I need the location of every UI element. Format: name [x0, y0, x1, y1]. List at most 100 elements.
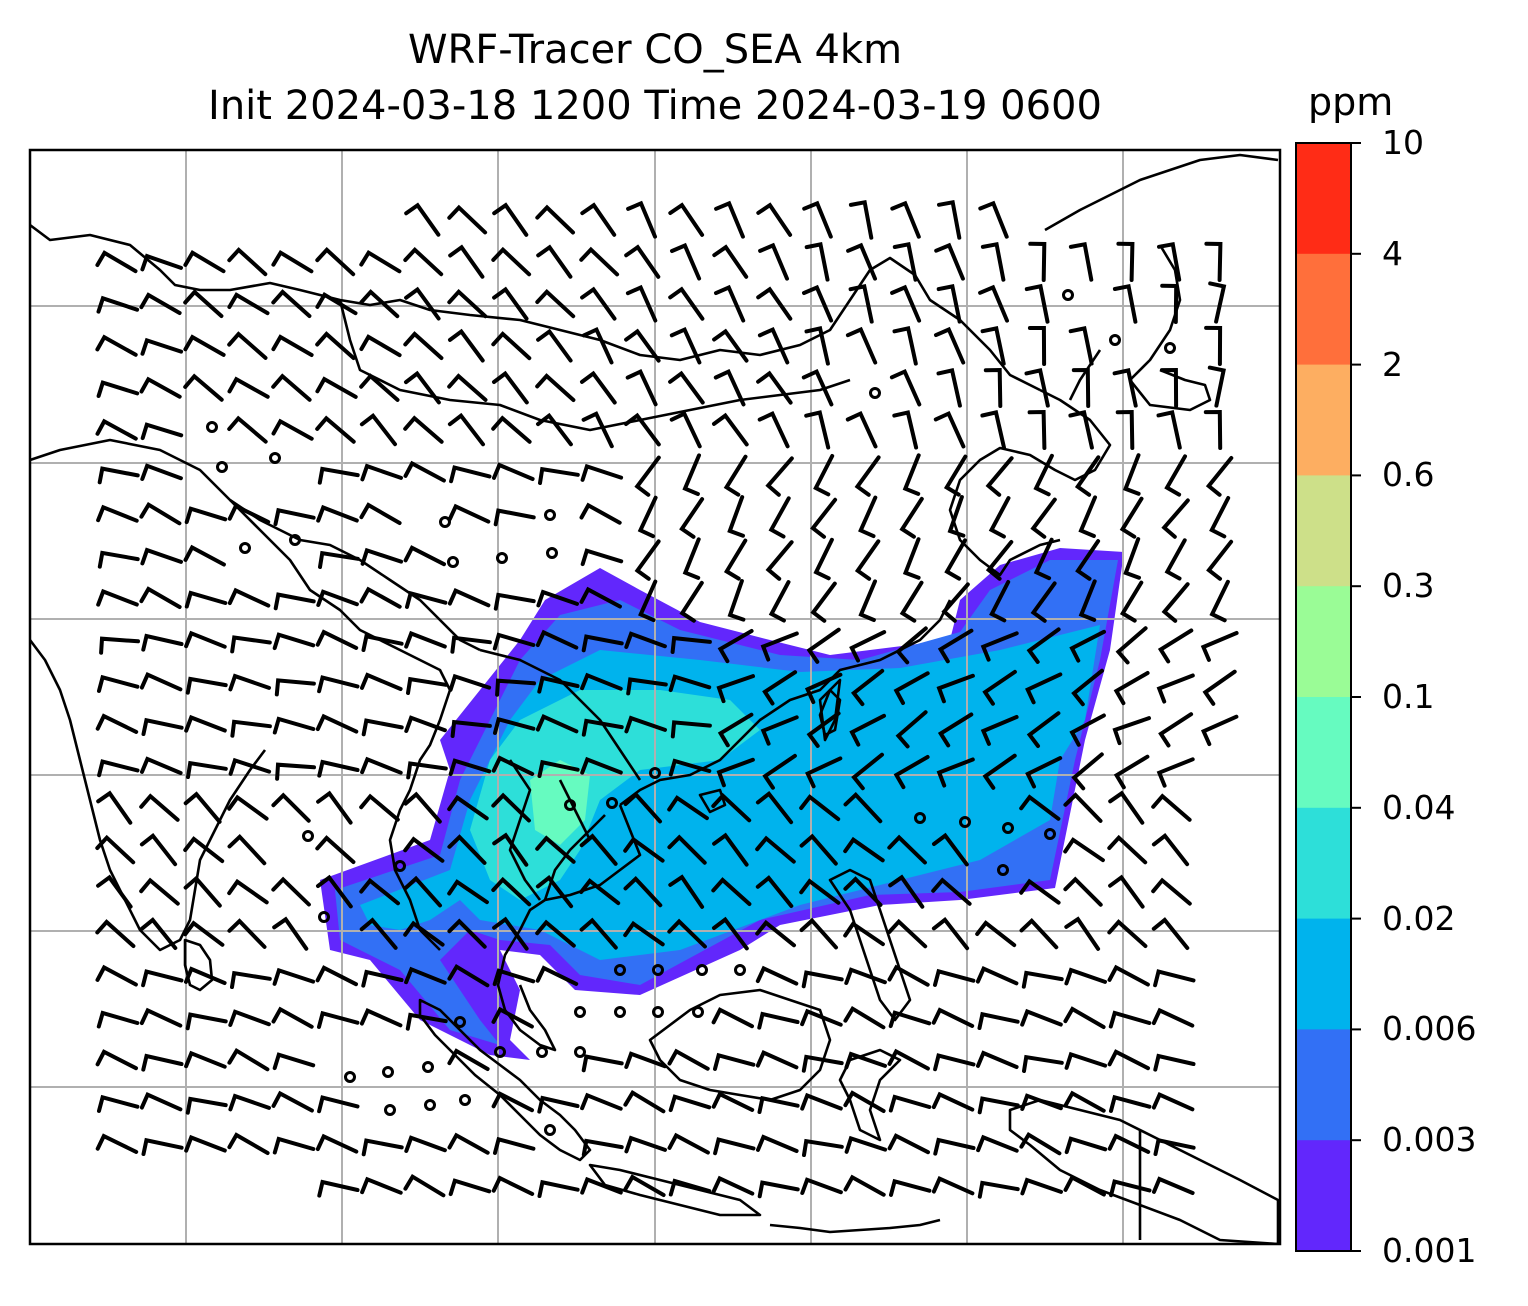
- wind-barb-124: [536, 412, 573, 447]
- wind-barb-101: [580, 370, 617, 405]
- wind-barb-calm-24: [652, 1006, 664, 1018]
- wind-barb-496: [668, 1094, 712, 1113]
- wind-barb-29: [712, 244, 749, 279]
- wind-barb-498: [757, 1095, 800, 1114]
- wind-barb-62: [1024, 283, 1050, 324]
- wind-barb-325: [716, 757, 755, 788]
- border-country-3: [338, 299, 851, 432]
- border-country-1: [229, 498, 481, 652]
- wind-barb-63: [1112, 283, 1138, 324]
- wind-barb-364: [535, 835, 576, 864]
- wind-barb-455: [711, 1007, 754, 1029]
- coastline-asia-north: [30, 223, 1041, 392]
- wind-barb-216: [447, 588, 491, 608]
- wind-barb-288: [184, 714, 227, 733]
- wind-barb-200: [902, 537, 921, 580]
- colorbar-tick-label: 2: [1382, 344, 1403, 384]
- wind-barb-353: [1063, 792, 1103, 823]
- wind-barb-54: [668, 286, 705, 321]
- wind-barb-272: [626, 677, 668, 696]
- wind-barb-82: [804, 326, 830, 366]
- wind-barb-318: [360, 756, 403, 775]
- wind-barb-202: [985, 540, 1014, 581]
- colorbar-tick-label: 0.6: [1382, 455, 1435, 495]
- wind-barb-176: [768, 496, 791, 539]
- wind-barb-316: [275, 762, 316, 781]
- wind-barb-83: [845, 326, 878, 365]
- wind-barb-428: [230, 970, 272, 989]
- wind-barb-537: [537, 1179, 580, 1198]
- wind-barb-530: [1107, 1133, 1151, 1154]
- wind-barb-314: [186, 760, 228, 779]
- wind-barb-303: [849, 713, 886, 747]
- colorbar-segment-10: [1296, 1140, 1351, 1252]
- wind-barb-390: [668, 874, 705, 909]
- wind-barb-520: [667, 1132, 710, 1155]
- wind-barb-299: [670, 720, 712, 739]
- wind-barb-529: [1064, 1136, 1108, 1155]
- wind-barb-215: [405, 590, 448, 609]
- wind-barb-347: [667, 795, 709, 821]
- wind-barb-511: [227, 1132, 270, 1155]
- wind-barb-calm-31: [536, 1046, 548, 1058]
- wind-barb-153: [813, 454, 835, 497]
- wind-barb-184: [1119, 496, 1144, 539]
- wind-barb-74: [448, 328, 485, 363]
- wind-barb-439: [887, 964, 930, 987]
- wind-barb-137: [1115, 409, 1135, 450]
- wind-barb-447: [139, 1007, 183, 1028]
- wind-barb-262: [185, 676, 228, 695]
- wind-barb-541: [711, 1175, 755, 1196]
- wind-barb-196: [723, 538, 748, 581]
- wind-barb-103: [668, 370, 705, 405]
- map-area: [30, 150, 1280, 1244]
- wind-barb-244: [535, 629, 579, 650]
- wind-barb-457: [800, 1008, 843, 1027]
- wind-barb-122: [447, 412, 485, 447]
- wind-barb-463: [1063, 1006, 1106, 1029]
- wind-barb-413: [667, 918, 707, 949]
- wind-barb-324: [668, 758, 712, 777]
- wind-barb-294: [450, 719, 492, 738]
- wind-barb-43: [183, 289, 224, 318]
- wind-barb-309: [1112, 716, 1151, 746]
- wind-barb-527: [976, 1134, 1019, 1153]
- wind-barb-20: [315, 246, 356, 277]
- wind-barb-464: [1108, 1010, 1152, 1029]
- colorbar-tick-label: 4: [1382, 233, 1403, 273]
- coastline-java: [588, 1163, 762, 1217]
- wind-barb-42: [139, 292, 182, 315]
- wind-barb-67: [140, 337, 184, 356]
- wind-barb-178: [858, 495, 878, 539]
- wind-barb-471: [447, 1048, 490, 1071]
- wind-barb-10: [802, 200, 833, 239]
- wind-barb-186: [1209, 496, 1231, 539]
- wind-barb-381: [271, 876, 311, 907]
- wind-barb-213: [316, 589, 359, 607]
- wind-barb-491: [317, 1095, 360, 1114]
- wind-barb-66: [95, 334, 138, 357]
- wind-barb-238: [272, 632, 316, 651]
- wind-barb-454: [491, 1006, 534, 1029]
- wind-barb-120: [359, 413, 397, 447]
- wind-barb-391: [711, 877, 752, 906]
- wind-barb-308: [1069, 713, 1106, 747]
- wind-barb-419: [931, 916, 970, 951]
- wind-barb-240: [361, 633, 404, 652]
- wind-barb-149: [634, 455, 661, 497]
- wind-barb-calm-32: [494, 1046, 506, 1058]
- wind-barb-401: [95, 919, 136, 948]
- wind-barb-162: [1205, 456, 1234, 497]
- wind-barb-32: [846, 242, 877, 281]
- wind-barb-287: [141, 717, 184, 736]
- wind-barb-247: [670, 635, 712, 654]
- wind-barb-calm-19: [1002, 822, 1014, 834]
- wind-barb-calm-15: [394, 860, 406, 872]
- wind-barb-382: [316, 874, 353, 909]
- wind-barb-282: [1071, 668, 1104, 707]
- wind-barb-547: [977, 1180, 1020, 1199]
- wind-barb-517: [493, 1136, 536, 1155]
- wind-barb-281: [1025, 672, 1063, 705]
- wind-barb-118: [271, 418, 314, 441]
- wind-barb-75: [491, 331, 532, 361]
